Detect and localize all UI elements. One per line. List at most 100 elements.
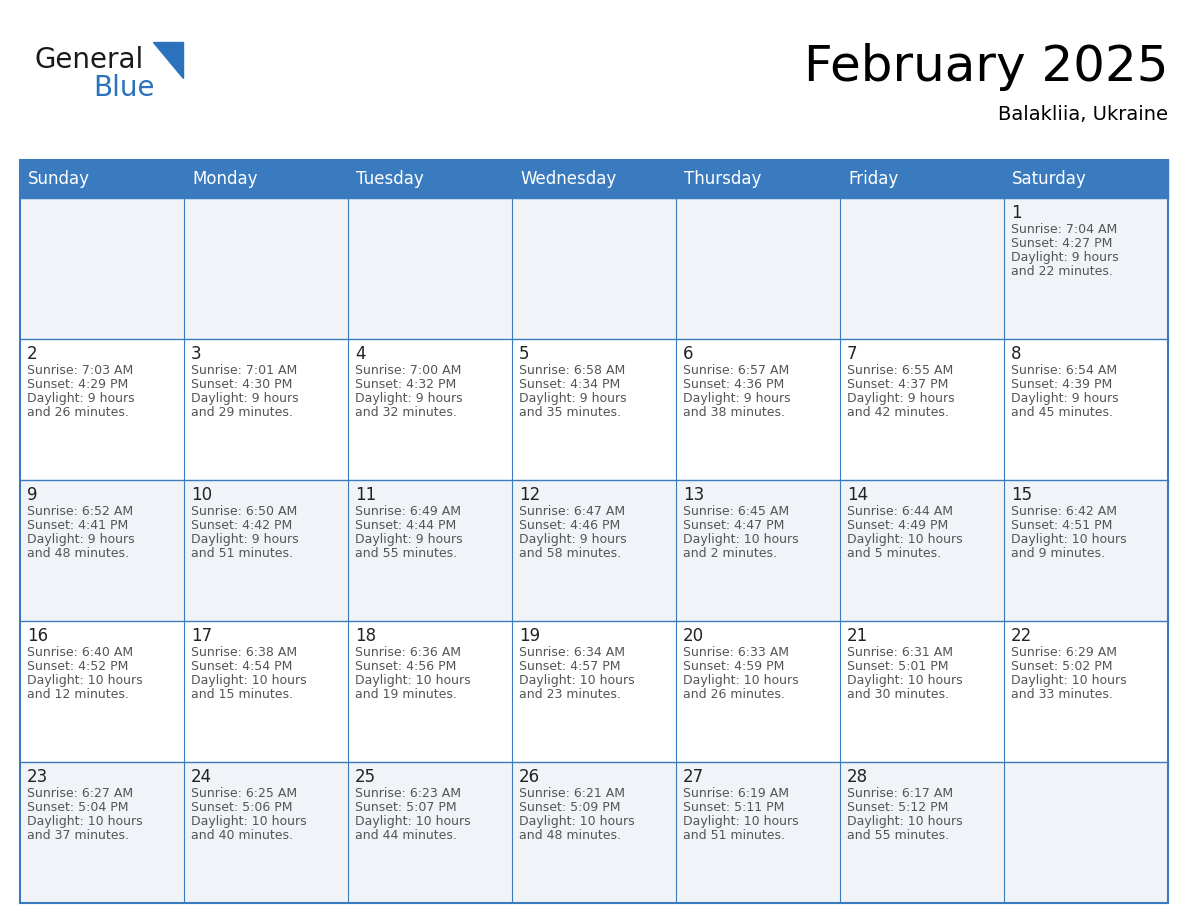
Text: Wednesday: Wednesday [520, 170, 617, 188]
Text: Saturday: Saturday [1012, 170, 1087, 188]
Text: and 12 minutes.: and 12 minutes. [27, 688, 128, 701]
Text: Daylight: 10 hours: Daylight: 10 hours [27, 674, 143, 687]
Text: Sunset: 4:47 PM: Sunset: 4:47 PM [683, 520, 784, 532]
Text: Daylight: 10 hours: Daylight: 10 hours [683, 533, 798, 546]
Text: Daylight: 9 hours: Daylight: 9 hours [1011, 252, 1119, 264]
Text: 9: 9 [27, 486, 38, 504]
Text: and 35 minutes.: and 35 minutes. [519, 406, 621, 419]
Text: Sunrise: 6:50 AM: Sunrise: 6:50 AM [191, 505, 297, 518]
Text: 12: 12 [519, 486, 541, 504]
Text: 7: 7 [847, 345, 858, 363]
Text: 8: 8 [1011, 345, 1022, 363]
Text: Daylight: 10 hours: Daylight: 10 hours [355, 674, 470, 687]
Text: and 55 minutes.: and 55 minutes. [847, 829, 949, 842]
Text: Sunset: 4:37 PM: Sunset: 4:37 PM [847, 378, 948, 391]
Text: Sunset: 4:46 PM: Sunset: 4:46 PM [519, 520, 620, 532]
Text: Sunset: 4:54 PM: Sunset: 4:54 PM [191, 660, 292, 673]
Text: 24: 24 [191, 768, 213, 786]
Text: Daylight: 10 hours: Daylight: 10 hours [847, 533, 962, 546]
Text: and 51 minutes.: and 51 minutes. [683, 829, 785, 842]
Text: Daylight: 10 hours: Daylight: 10 hours [355, 815, 470, 828]
Text: Sunrise: 6:44 AM: Sunrise: 6:44 AM [847, 505, 953, 518]
Bar [20, 762, 1168, 903]
Text: and 26 minutes.: and 26 minutes. [683, 688, 785, 701]
Text: Sunrise: 6:57 AM: Sunrise: 6:57 AM [683, 364, 789, 377]
Text: and 45 minutes.: and 45 minutes. [1011, 406, 1113, 419]
Text: Sunrise: 6:54 AM: Sunrise: 6:54 AM [1011, 364, 1117, 377]
Text: Sunset: 4:29 PM: Sunset: 4:29 PM [27, 378, 128, 391]
Text: Sunset: 4:34 PM: Sunset: 4:34 PM [519, 378, 620, 391]
Text: and 22 minutes.: and 22 minutes. [1011, 265, 1113, 278]
Text: 21: 21 [847, 627, 868, 645]
Text: and 29 minutes.: and 29 minutes. [191, 406, 293, 419]
Text: and 42 minutes.: and 42 minutes. [847, 406, 949, 419]
Text: Sunset: 4:56 PM: Sunset: 4:56 PM [355, 660, 456, 673]
Bar [20, 198, 1168, 339]
Text: Balakliia, Ukraine: Balakliia, Ukraine [998, 106, 1168, 125]
Text: Daylight: 10 hours: Daylight: 10 hours [191, 674, 307, 687]
Text: Daylight: 10 hours: Daylight: 10 hours [191, 815, 307, 828]
Text: Sunrise: 6:34 AM: Sunrise: 6:34 AM [519, 646, 625, 659]
Text: Monday: Monday [192, 170, 258, 188]
Text: Daylight: 9 hours: Daylight: 9 hours [191, 392, 298, 405]
Text: 19: 19 [519, 627, 541, 645]
Text: Daylight: 9 hours: Daylight: 9 hours [355, 392, 462, 405]
Text: Sunrise: 6:42 AM: Sunrise: 6:42 AM [1011, 505, 1117, 518]
Text: Sunrise: 6:27 AM: Sunrise: 6:27 AM [27, 788, 133, 800]
Text: 11: 11 [355, 486, 377, 504]
Text: Sunset: 4:52 PM: Sunset: 4:52 PM [27, 660, 128, 673]
Text: Daylight: 9 hours: Daylight: 9 hours [683, 392, 791, 405]
Text: Sunset: 5:01 PM: Sunset: 5:01 PM [847, 660, 948, 673]
Text: Daylight: 10 hours: Daylight: 10 hours [847, 815, 962, 828]
Text: 5: 5 [519, 345, 530, 363]
Text: Daylight: 10 hours: Daylight: 10 hours [519, 674, 634, 687]
Polygon shape [153, 42, 183, 78]
Text: Daylight: 10 hours: Daylight: 10 hours [847, 674, 962, 687]
Text: Sunrise: 7:03 AM: Sunrise: 7:03 AM [27, 364, 133, 377]
Text: Sunrise: 6:52 AM: Sunrise: 6:52 AM [27, 505, 133, 518]
Text: and 5 minutes.: and 5 minutes. [847, 547, 941, 560]
Text: Blue: Blue [93, 74, 154, 102]
Text: Daylight: 10 hours: Daylight: 10 hours [1011, 674, 1126, 687]
Text: Sunset: 5:12 PM: Sunset: 5:12 PM [847, 801, 948, 814]
Text: Daylight: 9 hours: Daylight: 9 hours [27, 392, 134, 405]
Text: Sunrise: 6:25 AM: Sunrise: 6:25 AM [191, 788, 297, 800]
Text: 10: 10 [191, 486, 213, 504]
Text: Sunrise: 6:19 AM: Sunrise: 6:19 AM [683, 788, 789, 800]
Text: Tuesday: Tuesday [356, 170, 424, 188]
Text: 15: 15 [1011, 486, 1032, 504]
Text: and 48 minutes.: and 48 minutes. [27, 547, 129, 560]
Text: Sunset: 4:51 PM: Sunset: 4:51 PM [1011, 520, 1112, 532]
Text: Sunset: 4:41 PM: Sunset: 4:41 PM [27, 520, 128, 532]
Text: 6: 6 [683, 345, 694, 363]
Text: and 15 minutes.: and 15 minutes. [191, 688, 293, 701]
Text: 14: 14 [847, 486, 868, 504]
Text: Friday: Friday [848, 170, 898, 188]
Text: Daylight: 9 hours: Daylight: 9 hours [1011, 392, 1119, 405]
Text: Sunset: 4:44 PM: Sunset: 4:44 PM [355, 520, 456, 532]
Text: Sunrise: 7:04 AM: Sunrise: 7:04 AM [1011, 223, 1117, 236]
Text: Daylight: 9 hours: Daylight: 9 hours [191, 533, 298, 546]
Text: Sunset: 4:32 PM: Sunset: 4:32 PM [355, 378, 456, 391]
Text: Daylight: 9 hours: Daylight: 9 hours [519, 533, 626, 546]
Text: Sunset: 5:09 PM: Sunset: 5:09 PM [519, 801, 620, 814]
Text: 4: 4 [355, 345, 366, 363]
Text: Sunrise: 6:23 AM: Sunrise: 6:23 AM [355, 788, 461, 800]
Text: Sunrise: 6:17 AM: Sunrise: 6:17 AM [847, 788, 953, 800]
Text: Sunrise: 6:29 AM: Sunrise: 6:29 AM [1011, 646, 1117, 659]
Text: Sunset: 5:07 PM: Sunset: 5:07 PM [355, 801, 456, 814]
Text: and 26 minutes.: and 26 minutes. [27, 406, 128, 419]
Text: and 58 minutes.: and 58 minutes. [519, 547, 621, 560]
Text: 16: 16 [27, 627, 49, 645]
Text: 26: 26 [519, 768, 541, 786]
Text: and 40 minutes.: and 40 minutes. [191, 829, 293, 842]
Text: Sunset: 5:06 PM: Sunset: 5:06 PM [191, 801, 292, 814]
Text: Daylight: 10 hours: Daylight: 10 hours [1011, 533, 1126, 546]
Text: Sunrise: 6:21 AM: Sunrise: 6:21 AM [519, 788, 625, 800]
Text: February 2025: February 2025 [803, 43, 1168, 91]
Text: Sunrise: 6:33 AM: Sunrise: 6:33 AM [683, 646, 789, 659]
Text: and 55 minutes.: and 55 minutes. [355, 547, 457, 560]
Text: and 37 minutes.: and 37 minutes. [27, 829, 129, 842]
Text: Sunset: 4:36 PM: Sunset: 4:36 PM [683, 378, 784, 391]
Text: Sunrise: 6:40 AM: Sunrise: 6:40 AM [27, 646, 133, 659]
